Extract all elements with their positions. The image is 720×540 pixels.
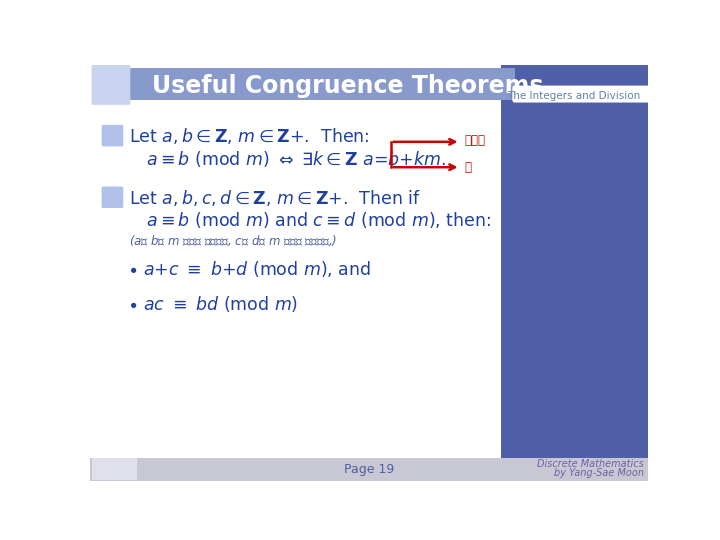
Text: $a\equiv b$ (mod $m$) and $c\equiv d$ (mod $m$), then:: $a\equiv b$ (mod $m$) and $c\equiv d$ (m… [145,211,491,231]
Bar [500,65,648,481]
Text: 몫: 몫 [464,161,472,174]
Text: $\bullet$: $\bullet$ [127,294,138,313]
Text: $a$+$c$ $\equiv$ $b$+$d$ (mod $m$), and: $a$+$c$ $\equiv$ $b$+$d$ (mod $m$), and [143,259,371,279]
Text: $\bullet$: $\bullet$ [127,260,138,278]
Text: Discrete Mathematics: Discrete Mathematics [537,460,644,469]
Text: ($a$와 $b$가 $m$ 모듈로 합동이고, $c$와 $d$가 $m$ 모듈로 합동이면,): ($a$와 $b$가 $m$ 모듈로 합동이고, $c$와 $d$가 $m$ 모… [129,233,337,248]
Text: $a\equiv b$ (mod $m$) $\Leftrightarrow$ $\exists k\in\mathbf{Z}$ $a$=$b$+$km$.: $a\equiv b$ (mod $m$) $\Leftrightarrow$ … [145,148,446,168]
FancyBboxPatch shape [102,186,123,208]
Text: Page 19: Page 19 [344,463,394,476]
Text: by Yang-Sae Moon: by Yang-Sae Moon [554,468,644,478]
Bar [91,458,137,480]
FancyBboxPatch shape [513,85,650,103]
FancyBboxPatch shape [102,125,123,146]
Bar [90,457,648,481]
FancyBboxPatch shape [91,65,130,105]
Text: Useful Congruence Theorems: Useful Congruence Theorems [152,73,544,98]
Text: The Integers and Division: The Integers and Division [507,91,640,100]
Text: 나머지: 나머지 [464,134,485,147]
Text: Let $a,b,c,d\in\mathbf{Z}$, $m\in\mathbf{Z}$+.  Then if: Let $a,b,c,d\in\mathbf{Z}$, $m\in\mathbf… [129,188,420,208]
Text: Let $a,b\in\mathbf{Z}$, $m\in\mathbf{Z}$+.  Then:: Let $a,b\in\mathbf{Z}$, $m\in\mathbf{Z}$… [129,126,369,146]
Bar [121,68,515,100]
Text: $ac$ $\equiv$ $bd$ (mod $m$): $ac$ $\equiv$ $bd$ (mod $m$) [143,294,298,314]
